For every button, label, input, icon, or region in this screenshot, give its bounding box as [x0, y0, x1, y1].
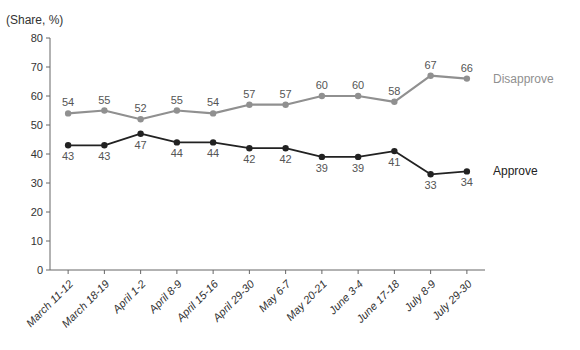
chart-container: 01020304050607080March 11-12March 18-19A… [0, 0, 580, 350]
series-label: Approve [493, 164, 538, 178]
x-tick-label: April 29-30 [210, 277, 257, 324]
data-label: 54 [207, 96, 219, 108]
y-tick-label: 10 [31, 235, 43, 247]
data-label: 39 [316, 162, 328, 174]
series-marker [464, 75, 470, 81]
x-tick-label: April 1-2 [110, 278, 148, 316]
series-marker [174, 107, 180, 113]
series-marker [246, 145, 252, 151]
x-axis-line [50, 270, 485, 271]
series-line [68, 76, 467, 120]
x-tick [104, 270, 105, 274]
x-tick-label: May 20-21 [284, 278, 329, 323]
axes: 01020304050607080March 11-12March 18-19A… [24, 32, 485, 330]
data-label: 54 [62, 96, 74, 108]
x-tick [249, 270, 250, 274]
series-marker [174, 139, 180, 145]
x-tick-label: July 29-30 [429, 277, 475, 323]
y-tick [46, 125, 50, 126]
series-line [68, 134, 467, 175]
x-tick-label: May 6-7 [256, 277, 293, 314]
series-marker [282, 102, 288, 108]
x-tick [176, 270, 177, 274]
x-tick [430, 270, 431, 274]
data-label: 44 [207, 147, 219, 159]
y-axis-label: (Share, %) [6, 13, 63, 27]
series-marker [427, 73, 433, 79]
series-marker [137, 131, 143, 137]
data-label: 39 [352, 162, 364, 174]
y-tick-label: 30 [31, 177, 43, 189]
data-label: 60 [352, 79, 364, 91]
y-tick-label: 80 [31, 32, 43, 44]
series-marker [391, 148, 397, 154]
data-label: 57 [280, 88, 292, 100]
data-label: 52 [135, 102, 147, 114]
y-tick-label: 60 [31, 90, 43, 102]
y-tick [46, 212, 50, 213]
chart-svg: 01020304050607080March 11-12March 18-19A… [0, 0, 580, 350]
data-label: 67 [425, 59, 437, 71]
x-tick-label: June 17-18 [353, 277, 402, 326]
x-tick [213, 270, 214, 274]
series-marker [101, 107, 107, 113]
data-label: 33 [425, 179, 437, 191]
series-marker [464, 168, 470, 174]
data-label: 55 [98, 94, 110, 106]
data-label: 66 [461, 62, 473, 74]
data-label: 42 [280, 153, 292, 165]
data-label: 58 [388, 85, 400, 97]
data-label: 43 [98, 150, 110, 162]
y-tick-label: 40 [31, 148, 43, 160]
y-tick [46, 241, 50, 242]
data-label: 44 [171, 147, 183, 159]
plot-area [65, 73, 470, 178]
series-marker [137, 116, 143, 122]
series-marker [246, 102, 252, 108]
series-label: Disapprove [493, 72, 554, 86]
y-tick [46, 270, 50, 271]
y-tick [46, 154, 50, 155]
data-label: 47 [135, 139, 147, 151]
series-marker [101, 142, 107, 148]
y-tick-label: 0 [37, 264, 43, 276]
x-tick [140, 270, 141, 274]
series-marker [427, 171, 433, 177]
y-tick-label: 50 [31, 119, 43, 131]
series-marker [282, 145, 288, 151]
y-tick-label: 70 [31, 61, 43, 73]
x-tick-label: March 18-19 [59, 278, 111, 330]
series-marker [319, 93, 325, 99]
series-marker [355, 93, 361, 99]
series-marker [355, 154, 361, 160]
x-tick [285, 270, 286, 274]
data-label: 55 [171, 94, 183, 106]
x-tick [466, 270, 467, 274]
data-label: 60 [316, 79, 328, 91]
data-label: 41 [388, 156, 400, 168]
y-tick [46, 183, 50, 184]
x-tick-label: July 8-9 [401, 278, 437, 314]
x-tick [68, 270, 69, 274]
y-tick-label: 20 [31, 206, 43, 218]
series-marker [210, 139, 216, 145]
y-tick [46, 96, 50, 97]
series-marker [319, 154, 325, 160]
series-marker [210, 110, 216, 116]
x-tick [358, 270, 359, 274]
y-tick [46, 67, 50, 68]
data-label: 34 [461, 176, 473, 188]
y-tick [46, 38, 50, 39]
data-label: 43 [62, 150, 74, 162]
series-marker [65, 110, 71, 116]
series-marker [65, 142, 71, 148]
series-marker [391, 99, 397, 105]
data-label: 42 [243, 153, 255, 165]
labels: 54 55 52 55 54 57 57 60 60 58 67 66 Disapprove 43 43 47… [62, 59, 554, 192]
data-label: 57 [243, 88, 255, 100]
x-tick [394, 270, 395, 274]
x-tick [321, 270, 322, 274]
